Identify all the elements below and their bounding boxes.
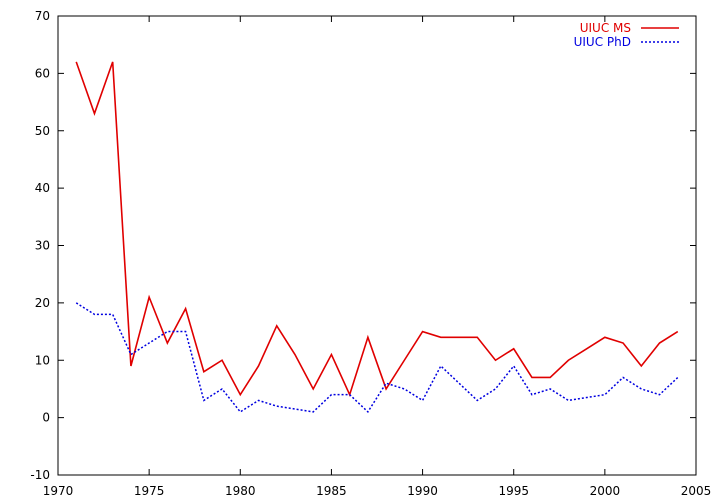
x-tick-label: 1975 [134,484,165,498]
y-tick-label: 30 [35,239,50,253]
plot-area-frame [57,15,697,476]
x-tick-label: 1990 [407,484,438,498]
axes: 1970 1975 1980 1985 1990 1995 2000 2005 -10 0 10 20… [30,9,711,498]
y-tick-label: 40 [35,181,50,195]
series-line-uiuc-ms [75,61,679,397]
legend-label: UIUC PhD [574,35,631,49]
x-tick-label: 1980 [225,484,256,498]
x-tick-label: 2000 [590,484,621,498]
y-tick-label: 60 [35,66,50,80]
x-tick-label: 1970 [43,484,74,498]
y-tick-label: 0 [42,411,50,425]
series-lines [75,61,679,414]
y-tick-label: 10 [35,353,50,367]
y-tick-label: 70 [35,9,50,23]
legend-label: UIUC MS [580,21,631,35]
y-tick-label: 50 [35,124,50,138]
x-tick-label: 2005 [681,484,712,498]
y-tick-label: 20 [35,296,50,310]
x-tick-label: 1995 [498,484,529,498]
series-line-uiuc-phd [75,302,679,414]
x-tick-label: 1985 [316,484,347,498]
y-tick-label: -10 [30,468,50,482]
